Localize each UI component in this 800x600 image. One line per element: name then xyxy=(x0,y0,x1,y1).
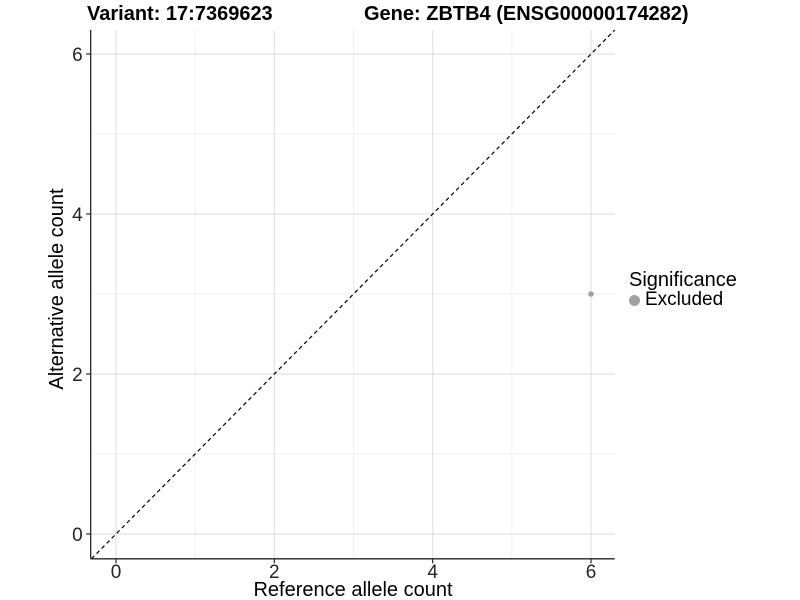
y-tick-label: 0 xyxy=(72,525,83,546)
data-point xyxy=(588,291,594,297)
legend-point-icon xyxy=(629,294,640,306)
legend-entry: Excluded xyxy=(629,290,737,310)
plot-title-variant: Variant: 17:7369623 xyxy=(87,3,273,25)
x-tick-label: 4 xyxy=(427,562,438,583)
legend: Significance Excluded xyxy=(629,270,737,310)
legend-entry-label: Excluded xyxy=(645,289,724,310)
x-axis-title: Reference allele count xyxy=(253,579,453,600)
y-tick-label: 2 xyxy=(72,365,83,386)
y-axis-title: Alternative allele count xyxy=(46,188,68,390)
plot-title-gene: Gene: ZBTB4 (ENSG00000174282) xyxy=(364,3,689,25)
y-tick-label: 4 xyxy=(72,205,83,226)
x-tick-label: 0 xyxy=(111,562,122,583)
y-tick-label: 6 xyxy=(72,45,83,66)
identity-reference-line xyxy=(91,29,616,560)
x-tick-label: 2 xyxy=(269,562,280,583)
legend-title: Significance xyxy=(629,269,737,291)
x-tick-label: 6 xyxy=(586,562,597,583)
